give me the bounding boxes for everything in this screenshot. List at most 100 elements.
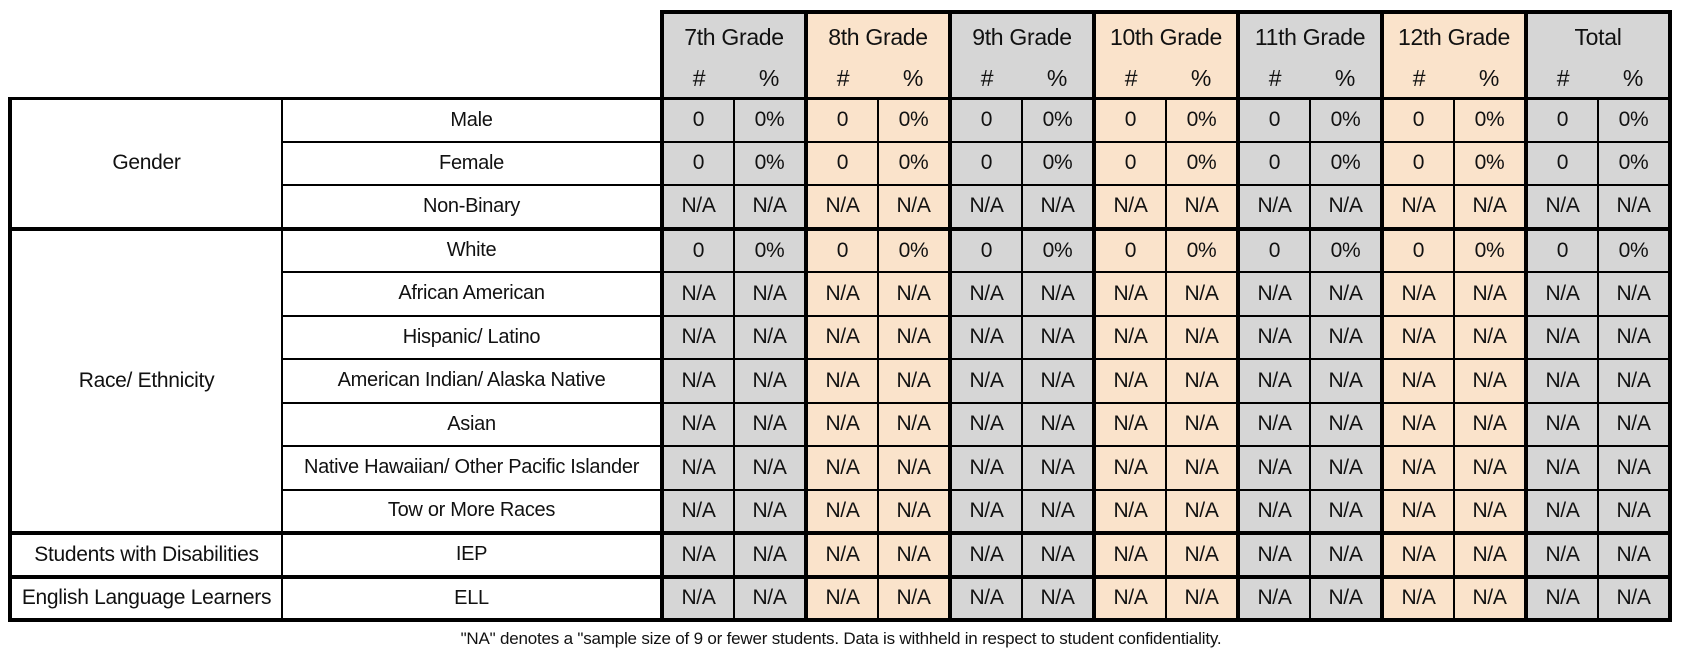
data-cell: N/A [1309,445,1383,491]
data-cell: N/A [1092,575,1167,622]
data-cell: N/A [1236,532,1311,579]
data-cell: N/A [733,575,807,622]
data-cell: 0% [1165,140,1239,186]
column-group-header: 7th Grade #% [660,10,808,100]
table-row: Gender Male 0 0% 0 0% 0 0% 0 0% 0 0% 0 0% 0 0% [8,96,1672,231]
count-percent-subheader: #% [952,60,1092,96]
data-cell: N/A [1524,271,1599,317]
data-cell: N/A [1165,314,1239,360]
grade-label: 12th Grade [1397,24,1511,51]
data-cell: N/A [733,532,807,579]
percent-header: % [1478,65,1500,92]
data-cell: N/A [1597,488,1672,535]
data-cell: N/A [1236,488,1311,535]
data-cell: N/A [1380,358,1455,404]
row-label: Tow or More Races [281,488,663,535]
page: 7th Grade #% 8th Grade #% 9th Grade #% 10th Gr… [0,10,1682,662]
data-cell: 0 [1092,227,1167,273]
data-cell: N/A [1021,271,1095,317]
table-body: Gender Male 0 0% 0 0% 0 0% 0 0% 0 0% 0 0% 0 0% Female 0 0%… [8,96,1672,622]
data-cell: N/A [1092,401,1167,447]
data-cell: N/A [1236,184,1311,231]
data-cell: N/A [1165,575,1239,622]
count-percent-subheader: #% [664,60,804,96]
table-header-row: 7th Grade #% 8th Grade #% 9th Grade #% 10th Gr… [10,10,1672,100]
data-cell: N/A [877,488,951,535]
table-row: Female 0 0% 0 0% 0 0% 0 0% 0 0% 0 0% 0 0% [10,140,1672,186]
data-cell: 0% [1309,140,1383,186]
data-cell: N/A [804,401,879,447]
row-label: IEP [281,532,663,579]
data-cell: N/A [1453,488,1527,535]
data-cell: N/A [733,314,807,360]
data-cell: N/A [1597,184,1672,231]
data-cell: N/A [877,445,951,491]
count-header: # [692,65,706,92]
data-cell: N/A [948,532,1023,579]
data-cell: N/A [1021,401,1095,447]
data-cell: N/A [1092,532,1167,579]
data-cell: N/A [1092,445,1167,491]
count-percent-subheader: #% [1240,60,1380,96]
percent-header: % [1190,65,1212,92]
percent-header: % [1046,65,1068,92]
data-cell: 0 [948,140,1023,186]
data-cell: N/A [1236,575,1311,622]
table-row: Students with Disabilities IEP N/A N/A N/A N/… [8,532,1672,579]
data-cell: N/A [877,358,951,404]
data-cell: 0% [1309,227,1383,273]
table-row: Native Hawaiian/ Other Pacific Islander N… [10,445,1672,491]
data-cell: N/A [1524,575,1599,622]
data-cell: N/A [1597,314,1672,360]
row-group-label: English Language Learners [8,575,283,622]
row-group-label: Gender [8,96,283,231]
row-label: Female [281,140,663,186]
data-cell: N/A [1021,184,1095,231]
data-cell: 0 [804,227,879,273]
data-cell: N/A [804,184,879,231]
count-header: # [1412,65,1426,92]
table-row: Race/ Ethnicity White 0 0% 0 0% 0 0% 0 0% 0 0% 0 0% 0 0… [8,227,1672,535]
column-group-header: 8th Grade #% [804,10,952,100]
data-cell: N/A [660,575,735,622]
data-cell: N/A [1597,271,1672,317]
data-cell: N/A [1380,488,1455,535]
data-cell: N/A [660,271,735,317]
data-cell: N/A [877,532,951,579]
data-cell: N/A [1236,271,1311,317]
data-cell: 0% [733,140,807,186]
data-cell: N/A [877,184,951,231]
data-cell: N/A [1453,184,1527,231]
data-cell: N/A [1021,358,1095,404]
confidentiality-footnote: "NA" denotes a "sample size of 9 or fewe… [460,629,1222,648]
percent-header: % [1334,65,1356,92]
table-row: American Indian/ Alaska Native N/A N/A N/A N… [10,358,1672,404]
table-row: Hispanic/ Latino N/A N/A N/A N/A N/A N/A N/A N/A… [10,314,1672,360]
data-cell: N/A [1021,532,1095,579]
row-label: African American [281,271,663,317]
data-cell: N/A [733,488,807,535]
count-header: # [980,65,994,92]
data-cell: N/A [1453,575,1527,622]
data-cell: N/A [660,532,735,579]
data-cell: N/A [733,358,807,404]
data-cell: N/A [1165,184,1239,231]
row-label: American Indian/ Alaska Native [281,358,663,404]
data-cell: 0 [660,140,735,186]
percent-header: % [1622,65,1644,92]
data-cell: N/A [1597,575,1672,622]
data-cell: 0 [804,96,879,143]
data-cell: N/A [1092,271,1167,317]
row-label: Non-Binary [281,184,663,231]
count-percent-subheader: #% [808,60,948,96]
data-cell: 0 [1380,227,1455,273]
data-cell: N/A [948,358,1023,404]
data-cell: N/A [948,184,1023,231]
data-cell: N/A [1597,401,1672,447]
data-cell: N/A [948,401,1023,447]
data-cell: 0 [1380,140,1455,186]
count-header: # [1268,65,1282,92]
data-cell: N/A [1453,445,1527,491]
data-cell: N/A [804,532,879,579]
data-cell: N/A [804,314,879,360]
